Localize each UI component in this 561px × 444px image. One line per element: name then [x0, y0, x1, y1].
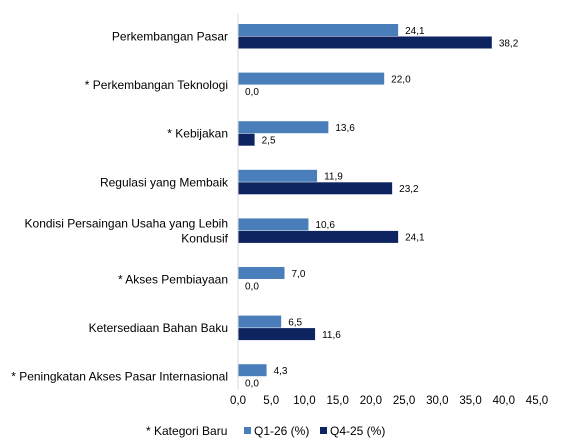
category-label-line: Kondisi Persaingan Usaha yang Lebih [25, 216, 228, 230]
bar-q1-26 [238, 24, 399, 36]
x-tick-label: 5,0 [263, 395, 279, 407]
category-label: Kondisi Persaingan Usaha yang Lebih Kondu… [25, 216, 229, 245]
category-label-line: * Peningkatan Akses Pasar Internasional [11, 370, 228, 384]
x-tick-label: 35,0 [459, 395, 481, 407]
x-tick-label: 25,0 [393, 395, 415, 407]
data-label: 7,0 [292, 269, 306, 280]
legend: * Kategori Baru Q1-26 (%) Q4-25 (%) [146, 424, 385, 438]
bar-q1-26 [238, 267, 285, 279]
category-label-line: * Kebijakan [167, 127, 228, 141]
data-label: 23,2 [399, 184, 419, 195]
data-label: 6,5 [288, 317, 302, 328]
data-label: 38,2 [499, 38, 519, 49]
data-label: 13,6 [335, 123, 355, 134]
category-label: Perkembangan Pasar [112, 30, 228, 44]
category-label-line: Kondusif [181, 231, 228, 245]
x-tick-label: 0,0 [230, 395, 246, 407]
category-label: Regulasi yang Membaik [100, 175, 229, 189]
category-labels: Perkembangan Pasar * Perkembangan Teknolo… [11, 30, 229, 384]
data-label: 0,0 [245, 87, 259, 98]
data-label: 11,9 [324, 172, 343, 183]
category-label-line: Perkembangan Pasar [112, 30, 228, 44]
category-label: * Perkembangan Teknologi [85, 78, 228, 92]
data-label: 22,0 [391, 74, 411, 85]
bar-q1-26 [238, 72, 385, 85]
category-label: * Akses Pembiayaan [118, 273, 228, 287]
legend-series-name: Q4-25 (%) [330, 424, 385, 438]
bar-q1-26 [238, 121, 329, 134]
category-label-line: * Akses Pembiayaan [118, 273, 228, 287]
bar-q4-25 [238, 182, 393, 195]
bars [238, 24, 492, 377]
bar-q4-25 [238, 133, 255, 146]
data-label: 24,1 [405, 26, 425, 37]
data-label: 0,0 [245, 378, 259, 389]
bar-q1-26 [238, 218, 309, 231]
x-tick-label: 10,0 [293, 395, 315, 407]
bar-q1-26 [238, 315, 282, 328]
x-tick-label: 30,0 [426, 395, 448, 407]
bar-q4-25 [238, 328, 316, 341]
legend-swatch [320, 427, 327, 434]
data-label: 0,0 [245, 281, 259, 292]
x-axis-ticks: 0,0 5,0 10,0 15,0 20,0 25,0 30,0 35,0 40,0 45,0 [230, 395, 548, 407]
category-label-line: * Perkembangan Teknologi [85, 78, 228, 92]
legend-series-name: Q1-26 (%) [254, 424, 309, 438]
category-label: * Kebijakan [167, 127, 228, 141]
data-label: 11,6 [322, 330, 341, 341]
data-label: 10,6 [315, 220, 335, 231]
x-tick-label: 20,0 [360, 395, 382, 407]
category-label-line: Regulasi yang Membaik [100, 175, 229, 189]
x-tick-label: 15,0 [326, 395, 348, 407]
bar-q1-26 [238, 169, 318, 182]
bar-q1-26 [238, 364, 267, 377]
bar-q4-25 [238, 230, 399, 243]
legend-swatch [244, 427, 251, 434]
data-label: 4,3 [274, 366, 288, 377]
category-label: Ketersediaan Bahan Baku [89, 321, 228, 335]
bar-q4-25 [238, 36, 492, 49]
category-label-line: Ketersediaan Bahan Baku [89, 321, 228, 335]
x-tick-label: 45,0 [526, 395, 548, 407]
data-label: 24,1 [405, 233, 425, 244]
data-label: 2,5 [262, 135, 276, 146]
legend-note: * Kategori Baru [146, 424, 227, 438]
category-label: * Peningkatan Akses Pasar Internasional [11, 370, 228, 384]
x-tick-label: 40,0 [493, 395, 515, 407]
data-labels: 24,1 38,2 22,0 0,0 13,6 2,5 11,9 23,2 10,6 24,1 7,… [245, 26, 519, 390]
